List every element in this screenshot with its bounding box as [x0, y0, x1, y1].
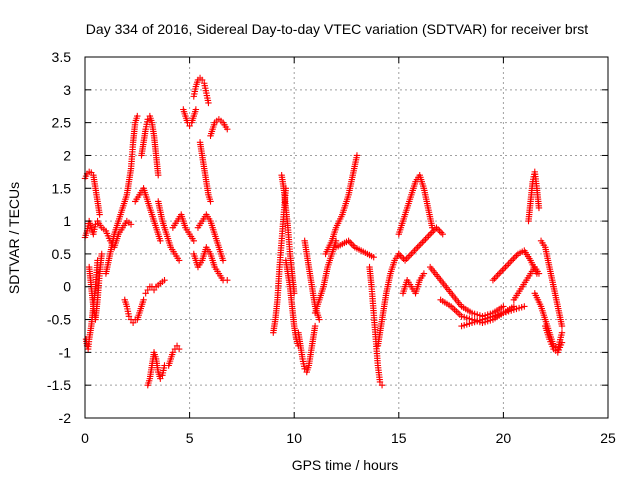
- plot-border: [84, 56, 609, 419]
- data-point: [558, 322, 566, 330]
- x-tick-label: 25: [600, 430, 616, 446]
- data-point: [420, 270, 428, 277]
- y-tick-label: 1: [63, 213, 71, 229]
- data-point: [353, 152, 361, 159]
- data-point: [439, 231, 446, 238]
- data-point: [378, 381, 386, 389]
- data-point: [186, 122, 193, 130]
- x-tick-label: 0: [81, 430, 89, 446]
- y-tick-label: 0.5: [52, 246, 72, 262]
- x-tick-label: 10: [286, 430, 302, 446]
- data-point: [190, 237, 197, 244]
- y-tick-label: -1: [59, 344, 72, 360]
- data-point: [169, 349, 177, 356]
- y-tick-label: 2: [63, 147, 71, 163]
- x-tick-label: 20: [496, 430, 512, 446]
- data-point: [198, 76, 206, 84]
- data-point: [311, 322, 319, 330]
- data-point: [150, 286, 158, 294]
- data-point: [558, 329, 566, 336]
- y-tick-label: 2.5: [52, 115, 72, 131]
- y-tick-label: -1.5: [47, 377, 71, 393]
- y-tick-label: 1.5: [52, 180, 72, 196]
- y-tick-label: 3.5: [52, 49, 72, 65]
- x-axis-label: GPS time / hours: [292, 457, 399, 473]
- data-point: [125, 313, 133, 320]
- data-point: [98, 250, 105, 258]
- data-point: [134, 112, 141, 120]
- data-point: [301, 365, 308, 372]
- chart-title: Day 334 of 2016, Sidereal Day-to-day VTE…: [86, 21, 588, 37]
- data-point: [173, 342, 181, 349]
- data-point: [376, 378, 384, 386]
- data-point: [129, 319, 137, 327]
- data-point: [192, 106, 200, 113]
- y-axis-label: SDTVAR / TECUs: [6, 182, 22, 294]
- data-point: [96, 211, 103, 218]
- data-point: [127, 221, 135, 228]
- data-point: [144, 286, 151, 294]
- data-point: [558, 339, 566, 346]
- data-point: [224, 276, 231, 284]
- ticks-layer: 0 5 10 15 20 25 -2 -1.5 -1 -0.5 0 0.5 1 1.5 2 2.5 3 3.5: [47, 49, 616, 446]
- data-point: [142, 290, 149, 297]
- data-point: [500, 303, 507, 310]
- data-point: [207, 198, 214, 205]
- data-point: [157, 375, 164, 382]
- data-point: [224, 126, 231, 133]
- grid-layer: [85, 57, 608, 418]
- data-point: [535, 270, 543, 277]
- data-point: [155, 171, 162, 179]
- data-point: [219, 257, 227, 264]
- data-point: [144, 116, 151, 123]
- data-point: [92, 221, 99, 228]
- data-point: [140, 296, 147, 304]
- y-tick-label: -0.5: [47, 312, 71, 328]
- data-point: [535, 204, 543, 212]
- y-tick-label: 0: [63, 279, 71, 295]
- data-point: [521, 303, 528, 310]
- x-tick-label: 15: [391, 430, 407, 446]
- data-point: [161, 276, 168, 284]
- data-point: [316, 316, 323, 323]
- data-point: [157, 237, 164, 244]
- x-tick-label: 5: [186, 430, 194, 446]
- data-point: [175, 257, 183, 264]
- points-layer: [81, 74, 566, 389]
- y-tick-label: 3: [63, 82, 71, 98]
- data-point: [175, 345, 183, 353]
- data-point: [205, 99, 212, 107]
- data-point: [370, 253, 377, 261]
- y-tick-label: -2: [59, 410, 72, 426]
